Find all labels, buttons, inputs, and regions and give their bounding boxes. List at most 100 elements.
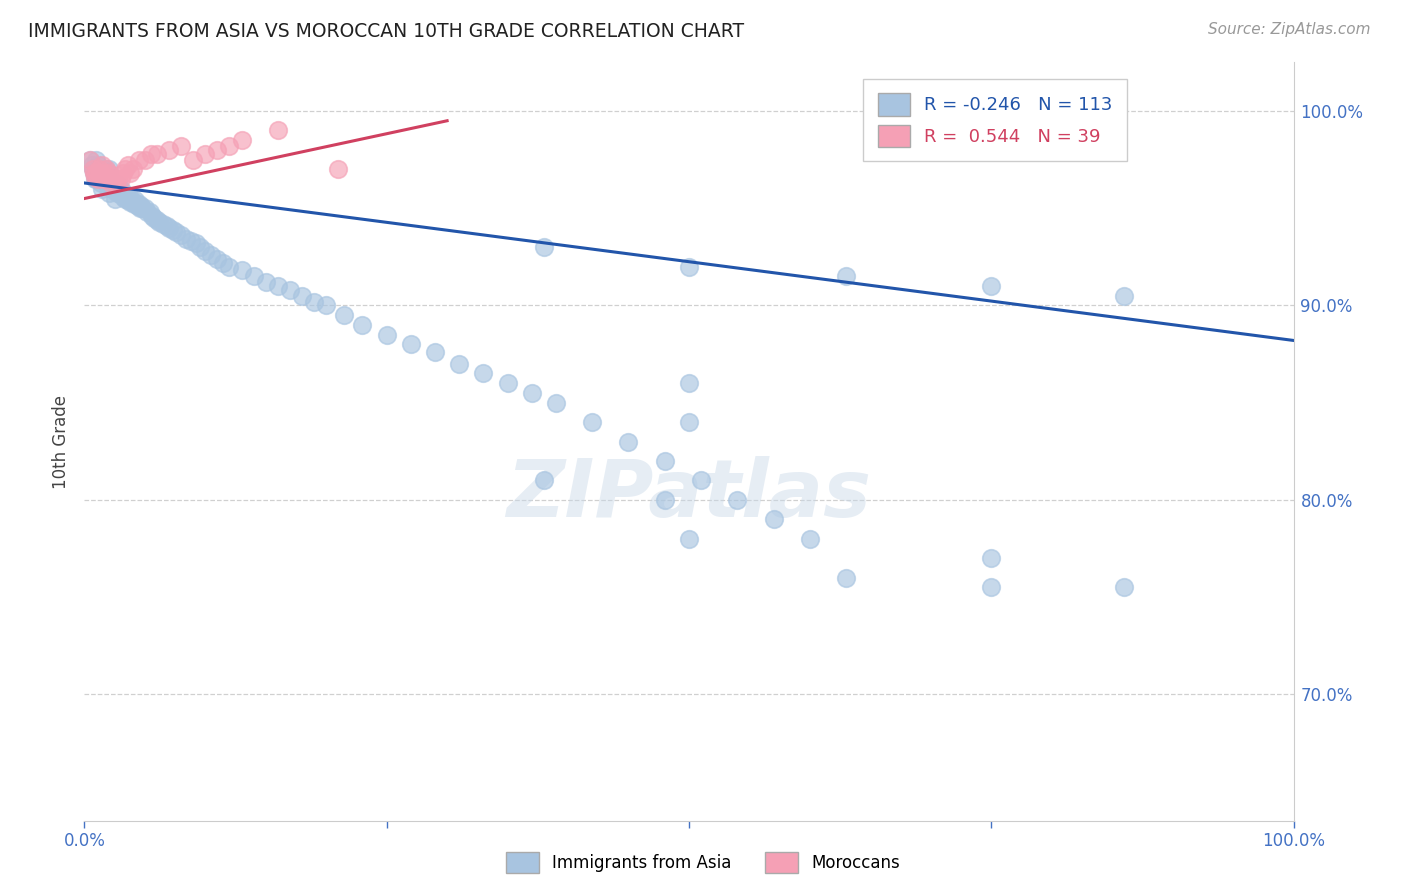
Point [124,194,146,208]
Point [121,162,143,177]
Point [544,395,567,409]
Point [174,232,197,246]
Point [117,194,139,208]
Point [87,166,110,180]
Point [104,182,127,196]
Point [617,434,640,449]
Point [278,283,301,297]
Point [98,172,121,186]
Point [231,133,253,147]
Point [100,176,122,190]
Point [139,146,162,161]
Point [212,255,235,269]
Point [104,176,127,190]
Point [107,178,129,192]
Point [423,345,446,359]
Point [242,269,264,284]
Point [79,153,101,167]
Point [165,225,187,239]
Point [152,217,174,231]
Point [93,166,115,180]
Point [107,172,129,186]
Point [94,176,117,190]
Point [302,294,325,309]
Point [112,189,135,203]
Point [82,162,104,177]
Point [104,176,127,190]
Point [375,327,398,342]
Point [148,215,170,229]
Point [103,172,125,186]
Point [141,209,163,223]
Point [91,182,114,196]
Point [533,240,555,254]
Point [207,252,229,266]
Point [79,153,101,167]
Point [111,186,134,200]
Y-axis label: 10th Grade: 10th Grade [52,394,70,489]
Text: IMMIGRANTS FROM ASIA VS MOROCCAN 10TH GRADE CORRELATION CHART: IMMIGRANTS FROM ASIA VS MOROCCAN 10TH GR… [28,22,744,41]
Point [86,159,108,173]
Point [581,415,603,429]
Point [100,176,122,190]
Point [180,235,202,249]
Point [112,186,135,200]
Point [980,580,1002,594]
Point [93,172,115,186]
Point [127,199,149,213]
Point [134,201,156,215]
Point [86,166,108,180]
Point [108,186,131,200]
Point [121,194,143,208]
Point [82,162,104,177]
Point [835,571,858,585]
Point [231,263,253,277]
Point [218,139,240,153]
Point [84,172,107,186]
Point [162,222,184,236]
Point [129,201,152,215]
Point [1114,289,1136,303]
Point [86,172,108,186]
Point [136,205,159,219]
Point [94,162,117,177]
Point [97,162,120,177]
Point [86,153,108,167]
Point [678,415,700,429]
Point [328,162,350,177]
Point [200,248,222,262]
Point [97,176,120,190]
Point [118,192,141,206]
Point [762,512,785,526]
Point [678,532,700,546]
Point [980,279,1002,293]
Point [207,143,229,157]
Point [84,170,107,185]
Point [89,172,111,186]
Point [472,367,495,381]
Point [114,192,136,206]
Point [91,159,114,173]
Point [725,492,748,507]
Point [97,186,120,200]
Point [125,197,148,211]
Point [91,172,114,186]
Point [96,172,118,186]
Point [120,166,142,180]
Point [267,123,290,137]
Point [104,192,127,206]
Point [138,205,160,219]
Point [101,182,124,196]
Point [115,189,138,203]
Point [128,197,150,211]
Point [103,182,125,196]
Point [90,176,112,190]
Point [87,162,110,177]
Point [333,308,356,322]
Point [190,240,212,254]
Point [654,492,676,507]
Point [170,139,193,153]
Text: Source: ZipAtlas.com: Source: ZipAtlas.com [1208,22,1371,37]
Point [181,153,204,167]
Point [114,162,136,177]
